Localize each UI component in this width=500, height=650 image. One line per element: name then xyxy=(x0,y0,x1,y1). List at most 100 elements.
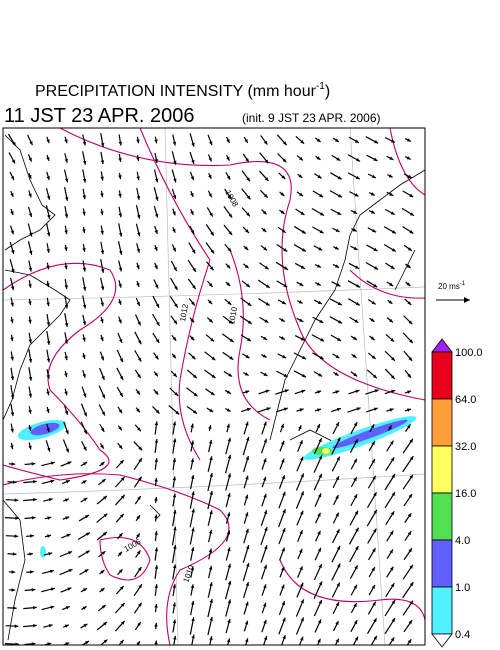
wind-arrow-head xyxy=(136,248,141,253)
wind-arrow-head xyxy=(280,210,285,214)
wind-arrow-head xyxy=(209,266,214,271)
wind-arrow-head xyxy=(66,533,71,538)
wind-arrow-head xyxy=(227,473,232,478)
wind-arrow-head xyxy=(300,140,305,144)
wind-arrow-head xyxy=(14,624,19,628)
wind-arrow-head xyxy=(154,372,158,377)
wind-arrow-head xyxy=(226,408,231,412)
wind-arrow-head xyxy=(12,552,17,556)
wind-arrow-head xyxy=(245,456,250,460)
wind-arrow-head xyxy=(118,426,122,431)
wind-arrow-head xyxy=(28,358,33,363)
wind-arrow-head xyxy=(281,566,285,571)
wind-arrow-head xyxy=(209,582,213,587)
wind-arrow-head xyxy=(335,621,339,626)
wind-arrow-head xyxy=(356,158,361,162)
wind-arrow-head xyxy=(28,427,32,431)
wind-arrow-head xyxy=(190,584,195,589)
wind-arrow-head xyxy=(136,157,140,162)
wind-arrow-head xyxy=(407,247,412,251)
wind-arrow-head xyxy=(47,534,52,538)
wind-arrow-head xyxy=(229,356,234,360)
wind-arrow-head xyxy=(245,475,249,480)
wind-arrow-head xyxy=(245,582,250,587)
wind-arrow-head xyxy=(118,213,123,218)
wind-arrow-head xyxy=(389,282,394,287)
map-frame xyxy=(2,127,426,646)
wind-arrow-head xyxy=(64,178,69,183)
wind-arrow-head xyxy=(136,641,140,645)
wind-arrow-head xyxy=(353,603,357,608)
wind-arrow-head xyxy=(65,448,69,453)
wind-arrow-head xyxy=(29,250,33,255)
wind-arrow-head xyxy=(409,339,413,344)
wind-arrow-head xyxy=(100,337,104,342)
wind-arrow-head xyxy=(10,395,15,399)
wind-arrow-head xyxy=(318,599,322,604)
wind-reference-label: 20 ms-1 xyxy=(438,281,466,291)
wind-arrow-head xyxy=(119,513,124,518)
wind-arrow-head xyxy=(154,439,159,443)
wind-arrow-head xyxy=(33,497,37,502)
wind-reference: 20 ms-1 xyxy=(436,281,470,303)
wind-arrow-head xyxy=(46,232,51,237)
wind-arrow-head xyxy=(102,532,107,536)
contour-label: 1012 xyxy=(178,303,190,323)
wind-arrow-head xyxy=(283,266,288,270)
wind-arrow-head xyxy=(155,338,160,343)
wind-arrow-head xyxy=(191,634,195,639)
wind-arrow-head xyxy=(353,477,357,482)
wind-arrow-head xyxy=(355,175,360,180)
wind-arrow-head xyxy=(29,232,33,237)
wind-arrow-head xyxy=(138,584,142,589)
wind-arrow-head xyxy=(154,355,159,360)
wind-arrow-head xyxy=(300,636,304,641)
wind-arrow-head xyxy=(407,639,412,644)
wind-arrow-head xyxy=(337,175,342,180)
wind-arrow-head xyxy=(100,193,104,198)
wind-arrow-head xyxy=(353,422,358,427)
wind-arrow-head xyxy=(172,195,177,199)
wind-arrow-head xyxy=(173,509,177,514)
wind-arrow-head xyxy=(389,549,393,554)
wind-arrow-head xyxy=(190,458,195,463)
wind-arrow-head xyxy=(103,513,108,518)
wind-arrow-head xyxy=(391,618,395,623)
wind-arrow-head xyxy=(354,319,359,323)
wind-arrow-head xyxy=(172,564,177,569)
wind-arrow-head xyxy=(83,412,87,417)
wind-arrow-head xyxy=(373,618,377,623)
wind-arrow-head xyxy=(50,587,55,591)
wind-arrow-head xyxy=(227,454,232,459)
wind-arrow-head xyxy=(84,569,89,573)
wind-arrow-head xyxy=(263,619,267,624)
wind-arrow-head xyxy=(336,456,340,461)
wind-arrow-head xyxy=(136,282,140,287)
wind-arrow-head xyxy=(244,494,249,499)
contour-label: 1008 xyxy=(223,189,240,209)
wind-arrow-head xyxy=(280,318,285,322)
wind-arrow-head xyxy=(154,390,159,395)
wind-arrow-head xyxy=(299,530,303,535)
wind-arrow-head xyxy=(280,423,284,428)
wind-arrow-head xyxy=(118,283,122,288)
wind-arrow-head xyxy=(193,410,197,414)
wind-arrow-head xyxy=(356,284,361,288)
wind-arrow-head xyxy=(318,581,323,586)
wind-arrow-head xyxy=(210,231,214,236)
wind-arrow-head xyxy=(263,246,268,251)
wind-arrow-head xyxy=(409,230,414,234)
wind-arrow-head xyxy=(390,139,395,143)
wind-arrow-head xyxy=(64,230,68,235)
wind-arrow-head xyxy=(281,440,285,445)
wind-arrow-head xyxy=(10,319,14,324)
wind-arrow-head xyxy=(407,174,412,179)
wind-arrow-head xyxy=(246,195,251,200)
colorbar-label: 32.0 xyxy=(455,441,476,453)
wind-arrow-head xyxy=(82,606,87,610)
colorbar-box xyxy=(431,539,453,588)
wind-arrow-head xyxy=(83,393,87,398)
wind-arrow-head xyxy=(118,551,123,556)
wind-arrow-head xyxy=(154,603,158,608)
wind-arrow-head xyxy=(10,286,15,291)
